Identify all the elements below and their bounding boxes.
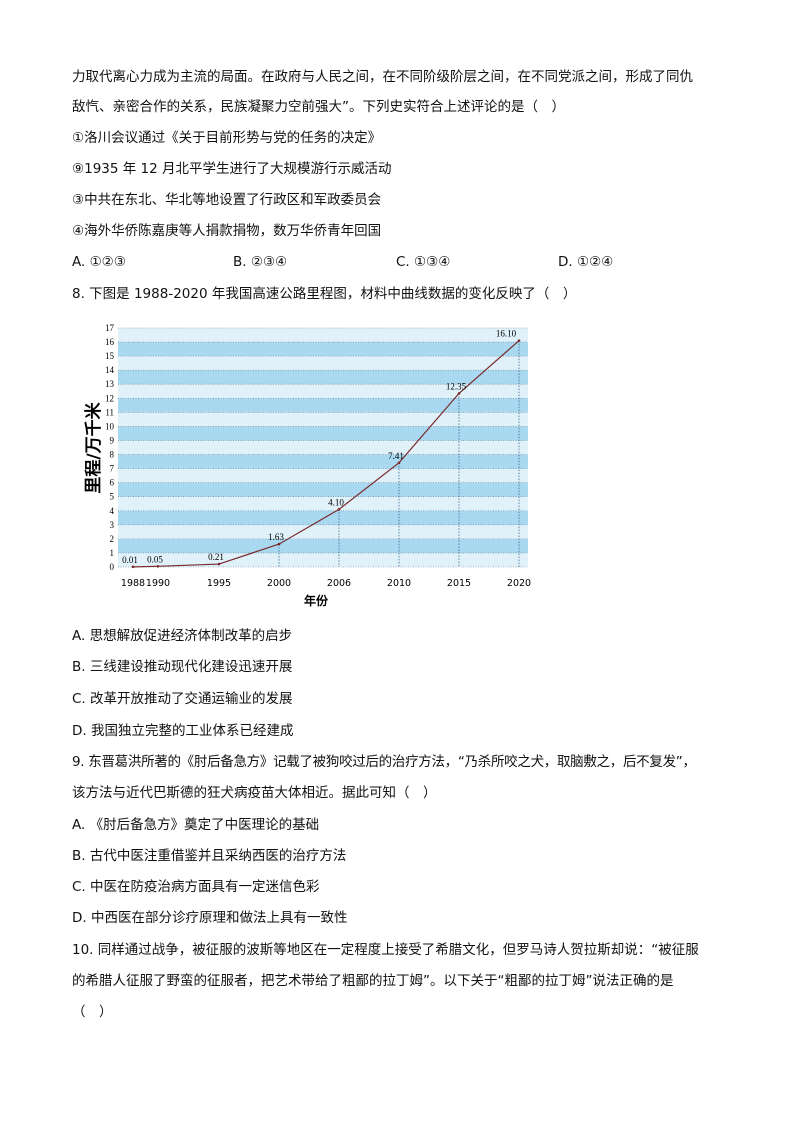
q7-item: ⑨1935 年 12 月北平学生进行了大规模游行示威活动 xyxy=(72,161,392,177)
band xyxy=(118,524,528,539)
y-axis-title: 里程/万千米 xyxy=(83,401,104,493)
q7-text-line: 力取代离心力成为主流的局面。在政府与人民之间，在不同阶级阶层之间，在不同党派之间… xyxy=(72,69,693,85)
y-tick-label: 17 xyxy=(105,323,115,333)
data-label: 4.10 xyxy=(328,497,344,507)
q8-option-b: B. 三线建设推动现代化建设迅速开展 xyxy=(72,659,293,675)
band xyxy=(118,440,528,455)
y-tick-label: 4 xyxy=(110,506,115,516)
band xyxy=(118,412,528,427)
band xyxy=(118,328,528,343)
y-tick-label: 1 xyxy=(110,548,115,558)
band xyxy=(118,552,528,567)
y-tick-label: 0 xyxy=(110,562,115,572)
q9-option-b: B. 古代中医注重借鉴并且采纳西医的治疗方法 xyxy=(72,848,347,864)
y-tick-label: 14 xyxy=(105,365,115,375)
band xyxy=(118,482,528,497)
data-label: 0.01 xyxy=(122,555,138,565)
q9-text-line: 该方法与近代巴斯德的狂犬病疫苗大体相近。据此可知（ ） xyxy=(72,785,437,801)
band xyxy=(118,384,528,399)
series-line xyxy=(132,340,520,568)
q7-item: ④海外华侨陈嘉庚等人捐款捐物，数万华侨青年回国 xyxy=(72,223,382,239)
data-point xyxy=(397,461,401,465)
band xyxy=(118,370,528,385)
q7-option-b: B. ②③④ xyxy=(233,254,288,270)
band xyxy=(118,342,528,357)
q7-option-a: A. ①②③ xyxy=(72,254,126,270)
q8-stem: 8. 下图是 1988-2020 年我国高速公路里程图，材料中曲线数据的变化反映… xyxy=(72,286,577,302)
band xyxy=(118,468,528,483)
data-point xyxy=(131,565,135,569)
data-label: 7.41 xyxy=(388,451,404,461)
y-tick-label: 16 xyxy=(105,337,115,347)
data-label: 1.63 xyxy=(268,532,284,542)
band xyxy=(118,426,528,441)
y-tick-label: 13 xyxy=(105,379,115,389)
data-point xyxy=(156,564,160,568)
q10-text-line: 10. 同样通过战争，被征服的波斯等地区在一定程度上接受了希腊文化，但罗马诗人贺… xyxy=(72,942,699,958)
y-tick-label: 15 xyxy=(105,351,115,361)
y-tick-label: 2 xyxy=(110,534,115,544)
band xyxy=(118,510,528,525)
data-label: 0.21 xyxy=(208,552,224,562)
x-tick-label: 2006 xyxy=(327,578,351,589)
y-tick-label: 3 xyxy=(110,520,115,530)
q9-text-line: 9. 东晋葛洪所著的《肘后备急方》记载了被狗咬过后的治疗方法，“乃杀所咬之犬，取… xyxy=(72,754,696,770)
q8-option-c: C. 改革开放推动了交通运输业的发展 xyxy=(72,691,293,707)
x-axis-title: 年份 xyxy=(304,593,329,608)
x-tick-label: 2000 xyxy=(267,578,291,589)
q9-option-c: C. 中医在防疫治病方面具有一定迷信色彩 xyxy=(72,879,320,895)
x-tick-label: 2015 xyxy=(447,578,471,589)
x-tick-label: 1988 xyxy=(121,578,145,589)
y-tick-label: 10 xyxy=(105,421,115,431)
y-tick-label: 12 xyxy=(105,393,114,403)
q10-text-line: （ ） xyxy=(72,1004,113,1020)
q7-item: ①洛川会议通过《关于目前形势与党的任务的决定》 xyxy=(72,130,382,146)
y-tick-label: 9 xyxy=(110,435,115,445)
band xyxy=(118,538,528,553)
q9-option-a: A. 《肘后备急方》奠定了中医理论的基础 xyxy=(72,817,320,833)
q10-text-line: 的希腊人征服了野蛮的征服者，把艺术带给了粗鄙的拉丁姆”。以下关于“粗鄙的拉丁姆”… xyxy=(72,973,674,989)
q8-option-a: A. 思想解放促进经济体制改革的启步 xyxy=(72,628,293,644)
data-point xyxy=(277,542,281,546)
y-tick-label: 8 xyxy=(110,450,115,460)
x-tick-label: 2010 xyxy=(387,578,411,589)
y-tick-label: 6 xyxy=(110,478,115,488)
y-tick-label: 5 xyxy=(110,492,115,502)
band xyxy=(118,356,528,371)
band xyxy=(118,454,528,469)
data-label: 16.10 xyxy=(496,329,517,339)
data-point xyxy=(337,508,341,511)
q9-option-d: D. 中西医在部分诊疗原理和做法上具有一致性 xyxy=(72,910,348,926)
q7-item: ③中共在东北、华北等地设置了行政区和军政委员会 xyxy=(72,192,382,208)
band xyxy=(118,496,528,511)
x-tick-label: 1990 xyxy=(146,578,170,589)
x-tick-label: 1995 xyxy=(207,578,231,589)
data-point xyxy=(517,339,521,342)
y-tick-label: 7 xyxy=(110,464,115,474)
q7-text-line: 敌忾、亲密合作的关系，民族凝聚力空前强大”。下列史实符合上述评论的是（ ） xyxy=(72,99,565,115)
x-tick-label: 2020 xyxy=(507,578,531,589)
data-point xyxy=(457,392,461,395)
band xyxy=(118,398,528,413)
data-label: 0.05 xyxy=(147,554,163,564)
data-point xyxy=(217,562,221,566)
data-label: 12.35 xyxy=(446,381,467,391)
q7-option-d: D. ①②④ xyxy=(558,254,614,270)
q7-option-c: C. ①③④ xyxy=(396,254,451,270)
y-tick-label: 11 xyxy=(105,407,114,417)
q8-option-d: D. 我国独立完整的工业体系已经建成 xyxy=(72,723,294,739)
